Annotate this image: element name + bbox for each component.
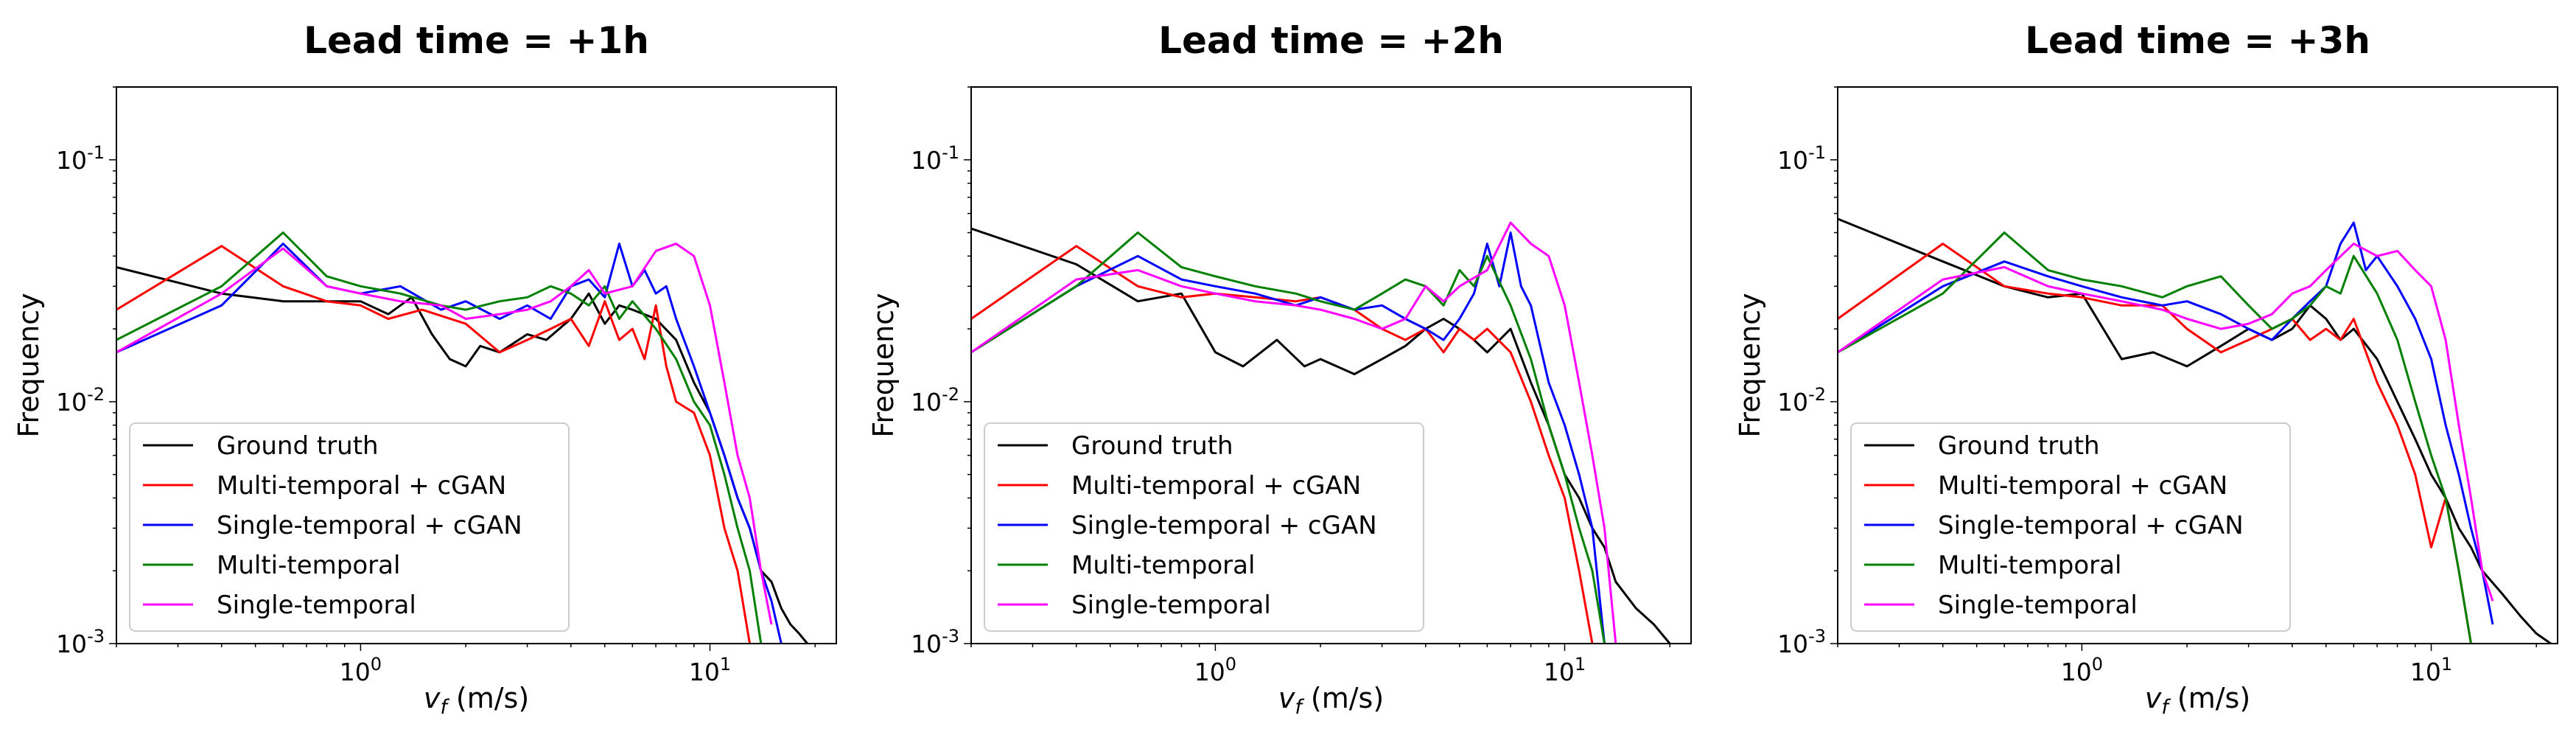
x-tick-label-1: 101 xyxy=(689,654,731,686)
series-line-single-temporal-3 xyxy=(1838,243,2494,602)
legend-label-ground-truth-3: Ground truth xyxy=(1938,431,2100,461)
x-tick-label-3: 100 xyxy=(2061,654,2103,686)
series-line-multi-temporal-1 xyxy=(116,231,763,644)
legend-label-multi-temporal-cgan-1: Multi-temporal + cGAN xyxy=(217,471,506,501)
series-line-single-temporal-2 xyxy=(971,221,1617,644)
chart-title-2: Lead time = +2h xyxy=(1158,19,1504,62)
y-axis-label-1: Frequency xyxy=(13,293,45,437)
y-tick-label-3: 10-2 xyxy=(1777,384,1826,417)
y-tick-label-1: 10-3 xyxy=(56,626,105,658)
legend-label-single-temporal-3: Single-temporal xyxy=(1938,591,2138,620)
plot-frame-3 xyxy=(1837,86,2558,644)
chart-panel-2: Lead time = +2h 100 101 10-1 10-2 10-3 vf (m/s… xyxy=(855,0,1709,735)
y-axis-label-3: Frequency xyxy=(1734,293,1766,437)
x-tick-label-3: 101 xyxy=(2410,654,2452,686)
legend-label-ground-truth-1: Ground truth xyxy=(217,431,379,461)
legend-box-2 xyxy=(984,422,1424,632)
chart-svg-2: Lead time = +2h 100 101 10-1 10-2 10-3 vf (m/s… xyxy=(867,19,1692,719)
series-line-single-temporal-cgan-3 xyxy=(1838,221,2494,625)
series-line-ground-truth-2 xyxy=(971,227,1671,644)
plot-frame-1 xyxy=(116,86,837,644)
plot-frame-2 xyxy=(970,86,1692,644)
x-axis-label-1: vf (m/s) xyxy=(424,682,529,719)
chart-title-1: Lead time = +1h xyxy=(304,19,649,62)
x-axis-label-2: vf (m/s) xyxy=(1278,682,1384,719)
series-line-multi-temporal-cgan-2 xyxy=(971,245,1594,644)
chart-title-3: Lead time = +3h xyxy=(2025,19,2370,62)
y-axis-label-2: Frequency xyxy=(867,293,900,437)
y-tick-label-1: 10-2 xyxy=(56,384,105,417)
series-line-ground-truth-3 xyxy=(1838,217,2552,644)
chart-svg-1: Lead time = +1h 100 101 10-1 10-2 10-3 vf (m/s… xyxy=(13,19,837,719)
series-line-single-temporal-1 xyxy=(116,243,773,625)
series-line-single-temporal-cgan-2 xyxy=(971,231,1606,644)
legend-label-single-temporal-1: Single-temporal xyxy=(217,591,416,620)
chart-panel-3: Lead time = +3h 100 101 10-1 10-2 10-3 vf (m/s… xyxy=(1721,0,2576,735)
legend-box-1 xyxy=(129,422,570,632)
x-axis-label-3: vf (m/s) xyxy=(2145,682,2250,719)
legend-label-multi-temporal-3: Multi-temporal xyxy=(1938,551,2121,580)
y-tick-label-2: 10-1 xyxy=(911,142,959,175)
legend-label-multi-temporal-1: Multi-temporal xyxy=(217,551,400,580)
legend-label-single-temporal-2: Single-temporal xyxy=(1071,591,1271,620)
chart-panel-1: Lead time = +1h 100 101 10-1 10-2 10-3 vf (m/s… xyxy=(0,0,855,735)
legend-1: Ground truth Multi-temporal + cGAN Single-… xyxy=(129,422,570,632)
y-tick-label-1: 10-1 xyxy=(56,142,105,175)
legend-label-multi-temporal-cgan-3: Multi-temporal + cGAN xyxy=(1938,471,2227,501)
legend-label-multi-temporal-2: Multi-temporal xyxy=(1071,551,1255,580)
y-tick-label-3: 10-3 xyxy=(1777,626,1826,658)
y-tick-label-2: 10-3 xyxy=(911,626,959,658)
y-tick-label-3: 10-1 xyxy=(1777,142,1826,175)
legend-3: Ground truth Multi-temporal + cGAN Single-… xyxy=(1850,422,2291,632)
legend-label-single-temporal-cgan-2: Single-temporal + cGAN xyxy=(1071,511,1377,540)
series-line-multi-temporal-3 xyxy=(1838,231,2472,644)
legend-label-single-temporal-cgan-1: Single-temporal + cGAN xyxy=(217,511,522,540)
legend-2: Ground truth Multi-temporal + cGAN Single-… xyxy=(984,422,1424,632)
y-tick-label-2: 10-2 xyxy=(911,384,959,417)
legend-label-ground-truth-2: Ground truth xyxy=(1071,431,1233,461)
series-line-multi-temporal-cgan-1 xyxy=(116,245,751,644)
legend-box-3 xyxy=(1850,422,2291,632)
x-tick-label-1: 100 xyxy=(340,654,382,686)
chart-svg-3: Lead time = +3h 100 101 10-1 10-2 10-3 vf (m/s… xyxy=(1734,19,2558,719)
legend-label-single-temporal-cgan-3: Single-temporal + cGAN xyxy=(1938,511,2244,540)
x-tick-label-2: 100 xyxy=(1194,654,1236,686)
x-tick-label-2: 101 xyxy=(1544,654,1586,686)
legend-label-multi-temporal-cgan-2: Multi-temporal + cGAN xyxy=(1071,471,1361,501)
